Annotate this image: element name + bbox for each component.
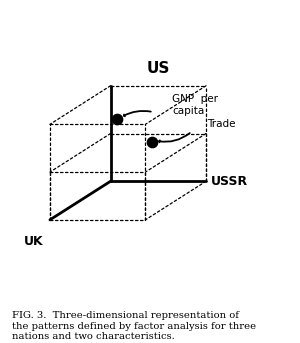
- Point: [114, 117, 119, 122]
- Point: [149, 140, 154, 145]
- Text: GNP  per
capita: GNP per capita: [172, 94, 218, 116]
- Text: UK: UK: [23, 235, 43, 248]
- Text: Trade: Trade: [207, 119, 235, 129]
- Text: FIG. 3.  Three-dimensional representation of
the patterns defined by factor anal: FIG. 3. Three-dimensional representation…: [12, 311, 256, 341]
- Text: US: US: [147, 61, 170, 76]
- Text: USSR: USSR: [211, 175, 248, 188]
